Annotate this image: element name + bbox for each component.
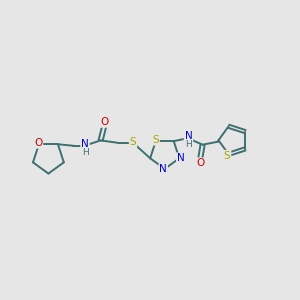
Text: H: H: [82, 148, 88, 157]
Text: O: O: [100, 117, 109, 127]
Text: S: S: [130, 137, 136, 147]
Text: N: N: [184, 131, 192, 141]
Text: N: N: [81, 139, 89, 149]
Text: N: N: [159, 164, 167, 174]
Text: N: N: [177, 153, 184, 163]
Text: S: S: [224, 151, 230, 161]
Text: S: S: [152, 135, 159, 145]
Text: O: O: [196, 158, 204, 168]
Text: H: H: [185, 140, 192, 148]
Text: O: O: [34, 138, 42, 148]
